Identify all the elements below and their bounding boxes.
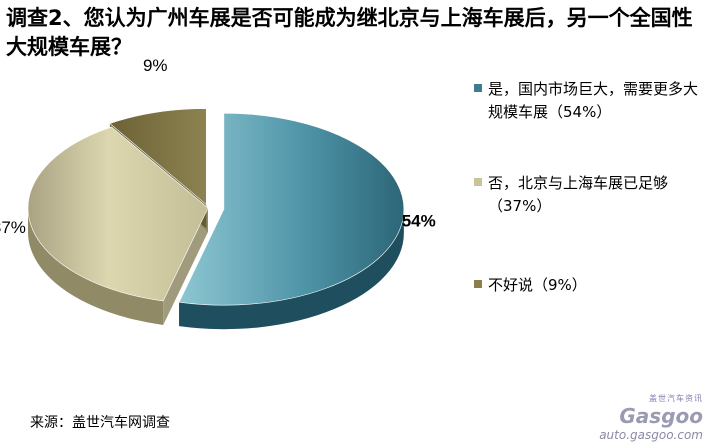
watermark-tagline: 盖世汽车资讯: [649, 394, 703, 403]
pie-slice-no-side: [28, 208, 164, 325]
legend-item-yes: 是，国内市场巨大，需要更多大规模车展（54%）: [474, 78, 706, 124]
pie-slice-yes-side: [179, 209, 404, 330]
watermark-brand: Gasgoo: [619, 404, 703, 428]
legend-label: 是，国内市场巨大，需要更多大规模车展（54%）: [488, 80, 699, 121]
legend-item-unsure: 不好说（9%）: [474, 274, 706, 297]
watermark-logo: 盖世汽车资讯 Gasgoo auto.gasgoo.com: [599, 393, 703, 442]
pie-slice-no: [27, 126, 209, 302]
source-note: 来源：盖世汽车网调查: [30, 415, 170, 431]
legend-swatch: [474, 280, 482, 288]
legend-swatch: [474, 84, 482, 92]
pie-slice-yes: [178, 112, 405, 306]
pie-slice-no-cut: [163, 208, 208, 325]
legend-label: 不好说（9%）: [488, 276, 587, 294]
watermark-url: auto.gasgoo.com: [599, 428, 703, 442]
pie-data-label: 9%: [143, 56, 168, 75]
legend-label: 否，北京与上海车展已足够（37%）: [488, 174, 669, 215]
pie-slice-unsure: [109, 108, 207, 206]
pie-data-label: 37%: [0, 218, 26, 237]
legend-swatch: [474, 178, 482, 186]
chart-title: 调查2、您认为广州车展是否可能成为继北京与上海车展后，另一个全国性大规模车展？: [6, 6, 693, 59]
legend-item-no: 否，北京与上海车展已足够（37%）: [474, 172, 706, 218]
pie-data-label: 54%: [402, 212, 436, 231]
